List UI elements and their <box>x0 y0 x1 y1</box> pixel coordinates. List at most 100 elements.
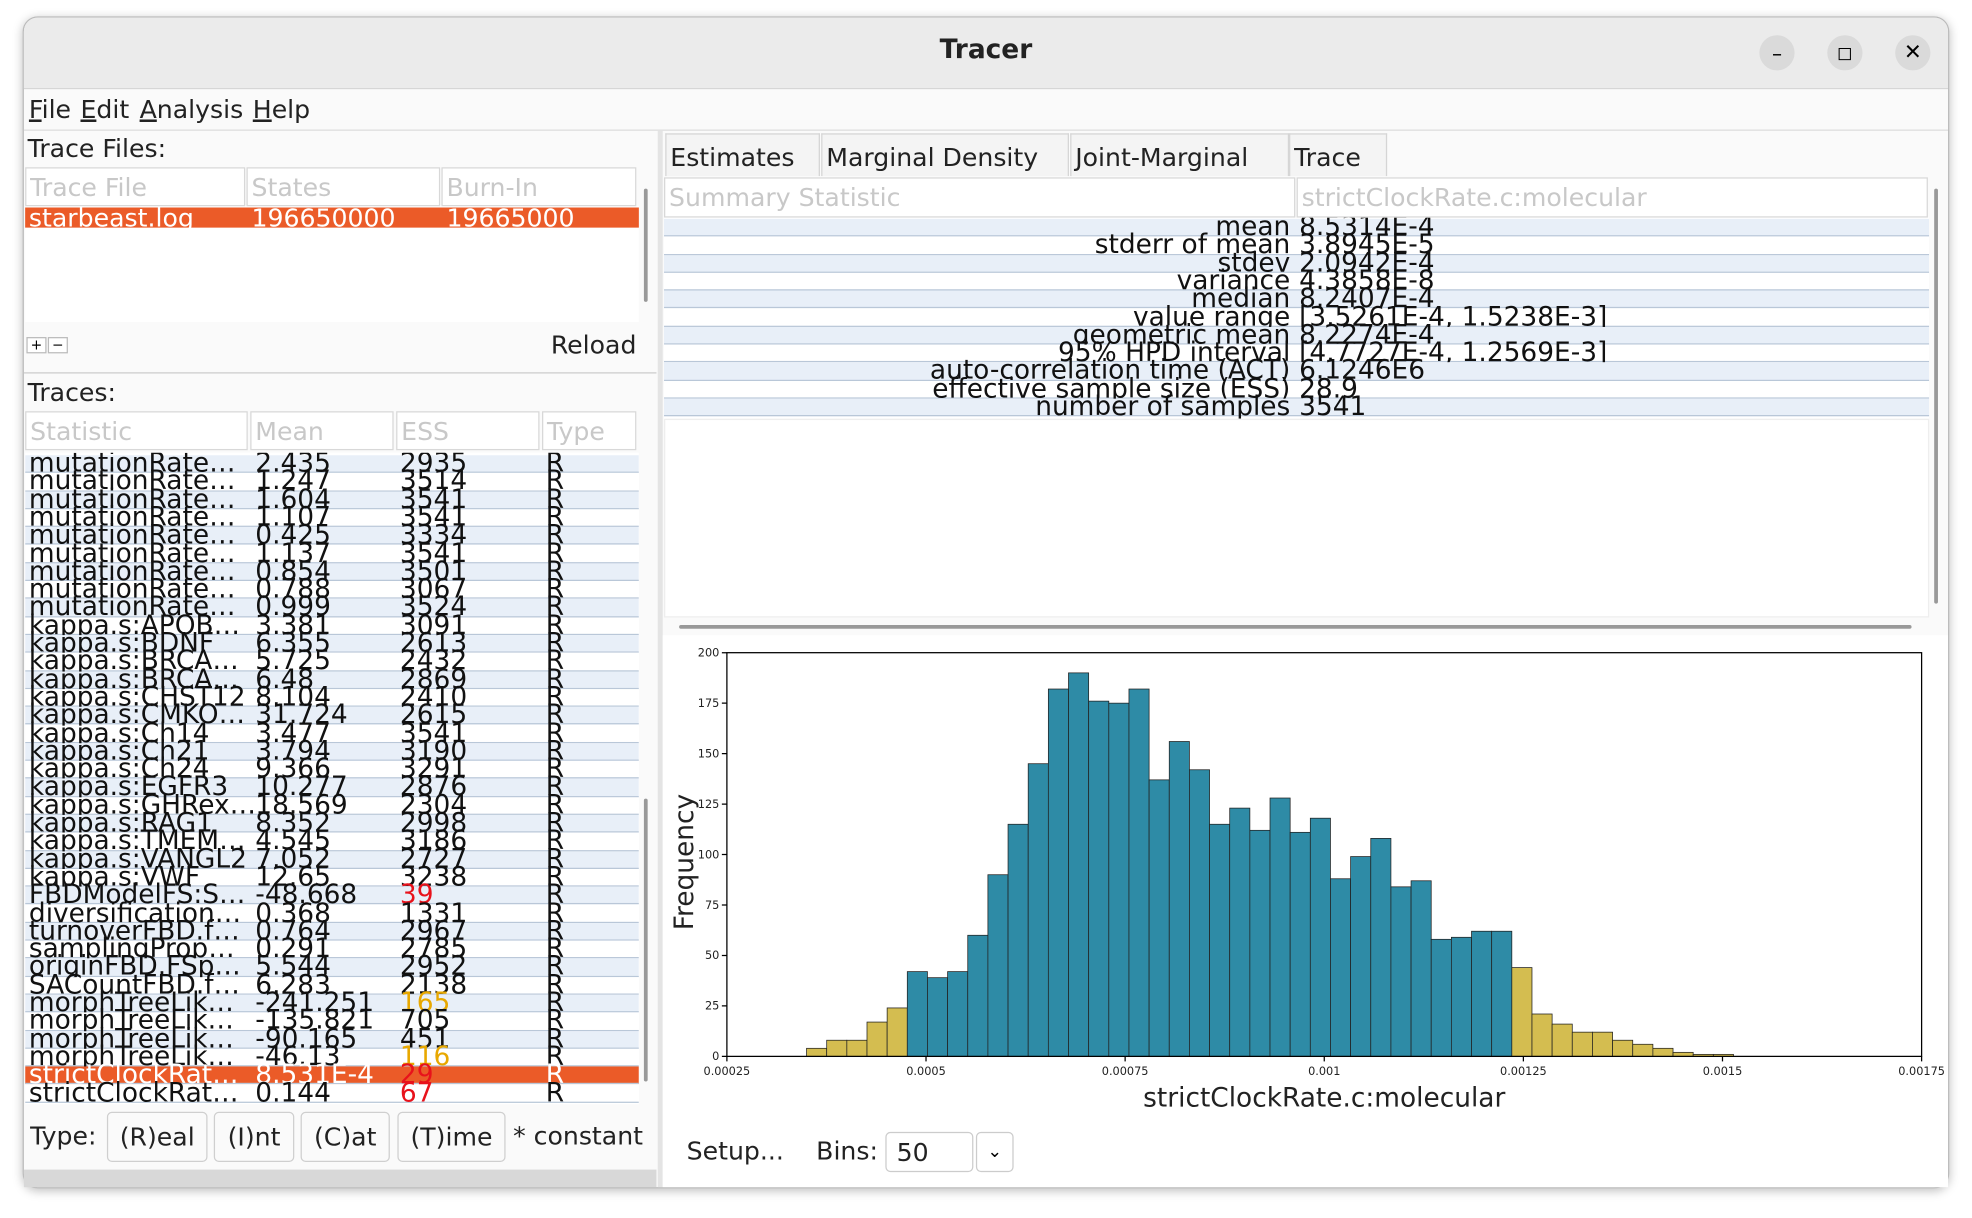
row-bg <box>25 689 639 708</box>
trace-cell: 6.48 <box>255 663 315 694</box>
bins-input[interactable]: 50 <box>885 1131 974 1173</box>
trace-cell: 2432 <box>399 645 468 676</box>
traces-label: Traces: <box>27 377 116 408</box>
type-button[interactable]: (C)at <box>300 1111 390 1163</box>
row-bg <box>664 236 1930 255</box>
bar <box>1491 930 1513 1057</box>
trace-cell: 2727 <box>399 843 468 874</box>
trace-cell: mutationRate… <box>28 555 236 586</box>
maximize-button[interactable]: ◻ <box>1827 35 1863 71</box>
summary-empty <box>664 418 1930 618</box>
trace-cell: kappa.s:VANGL2 <box>28 843 247 874</box>
trace-cell: morphTreeLik… <box>28 1023 234 1054</box>
row-bg <box>25 958 639 977</box>
trace-cell: 3291 <box>399 753 468 784</box>
x-tick-label: 0.00075 <box>1102 1065 1149 1078</box>
trace-cell: morphTreeLik… <box>28 1041 234 1072</box>
trace-cell: R <box>545 789 565 820</box>
menu-item[interactable]: Analysis <box>139 94 244 125</box>
row-bg <box>25 545 639 564</box>
tab[interactable]: Estimates <box>665 133 820 177</box>
trace-cell: R <box>545 663 565 694</box>
summary-value: 3541 <box>1299 391 1367 419</box>
row-bg <box>664 398 1930 417</box>
tab[interactable]: Trace <box>1289 133 1388 177</box>
close-button[interactable]: ✕ <box>1895 35 1931 71</box>
row-bg <box>25 976 639 995</box>
trace-cell: 3541 <box>399 537 468 568</box>
summary-label: value range <box>1132 301 1291 332</box>
trace-cell: kappa.s:GHRex… <box>28 789 257 820</box>
trace-cell: diversification… <box>28 897 242 928</box>
bar <box>1652 1047 1674 1057</box>
tab[interactable]: Joint-Marginal <box>1070 133 1290 177</box>
file-cell: 19665000 <box>446 202 575 233</box>
menu-item[interactable]: File <box>28 94 72 125</box>
files-divider <box>23 372 657 374</box>
row-bg <box>25 760 639 779</box>
trace-cell: 5.544 <box>255 951 331 982</box>
menu-item[interactable]: Edit <box>80 94 130 125</box>
type-button[interactable]: (I)nt <box>213 1111 295 1163</box>
trace-cell: SACountFBD.f… <box>28 969 240 1000</box>
summary-label: stdev <box>1217 247 1291 278</box>
trace-cell: R <box>545 573 565 604</box>
trace-cell: R <box>545 897 565 928</box>
tab[interactable]: Marginal Density <box>821 133 1069 177</box>
bar <box>1612 1039 1634 1057</box>
row-bg <box>664 272 1930 291</box>
bar <box>1047 688 1069 1057</box>
column-header: Statistic <box>25 411 248 451</box>
row-bg <box>25 814 639 833</box>
row-bg <box>25 850 639 869</box>
trace-cell: kappa.s:APOB… <box>28 609 241 640</box>
y-tick-label: 75 <box>705 899 719 912</box>
trace-cell: 2.435 <box>255 452 331 478</box>
trace-cell: kappa.s:CHST12 <box>28 681 246 712</box>
trace-cell: turnoverFBD.f… <box>28 915 240 946</box>
reload-button[interactable]: Reload <box>550 329 637 360</box>
row-bg <box>25 671 639 690</box>
column-header: strictClockRate.c:molecular <box>1296 177 1928 218</box>
bar <box>1450 936 1472 1057</box>
x-tick-label: 0.0005 <box>906 1065 946 1078</box>
trace-cell: R <box>545 519 565 550</box>
row-bg <box>25 455 639 474</box>
trace-cell: R <box>545 861 565 892</box>
trace-cell: 1.247 <box>255 465 331 496</box>
row-bg <box>25 904 639 923</box>
window-title: Tracer <box>939 33 1033 65</box>
small-button[interactable]: + <box>26 337 47 354</box>
trace-cell: 1.107 <box>255 501 331 532</box>
x-tick-label: 0.00025 <box>704 1065 751 1078</box>
menu-item[interactable]: Help <box>252 94 311 125</box>
setup-button[interactable]: Setup... <box>686 1135 784 1166</box>
bar <box>1148 779 1170 1057</box>
column-header: Burn-In <box>441 167 637 207</box>
trace-cell: kappa.s:TMEM… <box>28 825 246 856</box>
row-bg <box>25 868 639 887</box>
trace-cell: R <box>545 483 565 514</box>
row-bg <box>25 796 639 815</box>
trace-cell: 6.283 <box>255 969 331 1000</box>
trace-cell: 2935 <box>399 452 468 478</box>
row-bg <box>664 308 1930 327</box>
column-header: Type <box>542 411 637 451</box>
bar <box>1128 688 1150 1057</box>
bar <box>846 1039 868 1057</box>
trace-cell: 29 <box>399 1059 434 1090</box>
column-header: Trace File <box>25 167 246 207</box>
trace-cell: 2304 <box>399 789 468 820</box>
type-button[interactable]: (T)ime <box>397 1111 506 1163</box>
trace-cell: R <box>545 807 565 838</box>
minimize-button[interactable]: – <box>1759 35 1795 71</box>
trace-cell: 3541 <box>399 717 468 748</box>
bins-dropdown[interactable]: ⌄ <box>975 1131 1014 1173</box>
type-button[interactable]: (R)eal <box>106 1111 208 1163</box>
trace-cell: 451 <box>399 1023 451 1054</box>
trace-cell: originFBD.FSp… <box>28 951 241 982</box>
trace-cell: strictClockRat… <box>28 1077 239 1105</box>
histogram-chart: 0.00025 0.0005 0.00075 0.001 0.00125 0.0015 0.… <box>669 646 1945 1113</box>
small-button[interactable]: − <box>47 337 68 354</box>
bar <box>1269 797 1291 1057</box>
